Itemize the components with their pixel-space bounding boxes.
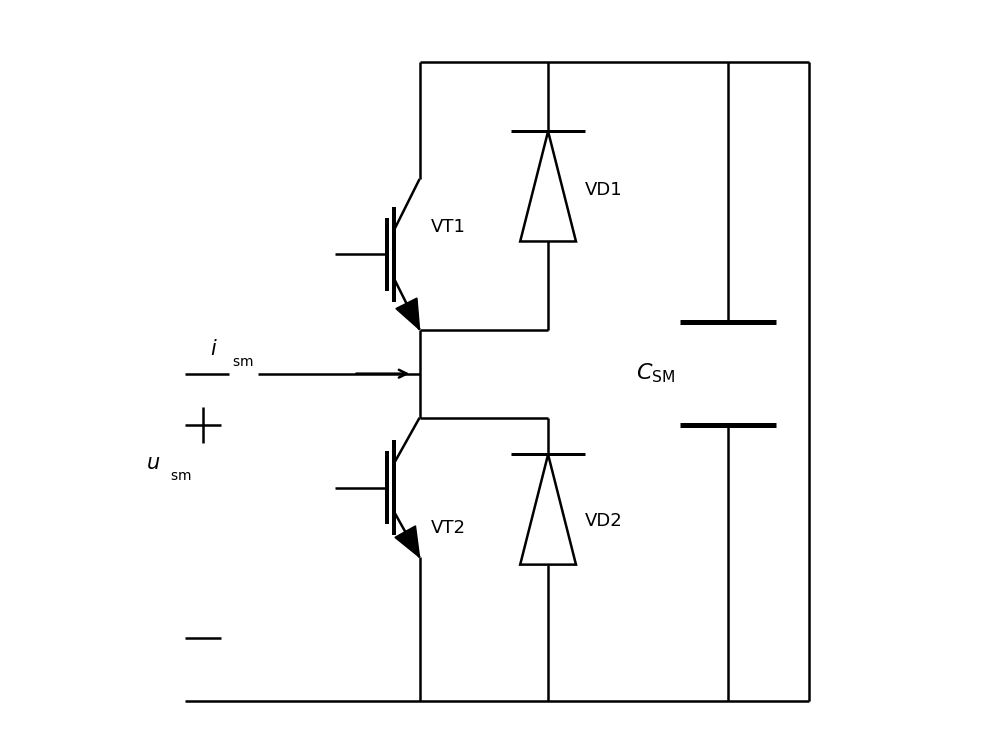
Text: VD2: VD2 <box>585 511 622 530</box>
Text: $\it{u}$: $\it{u}$ <box>146 453 161 473</box>
Text: $\it{i}$: $\it{i}$ <box>210 340 218 360</box>
Text: VT1: VT1 <box>431 218 465 236</box>
Polygon shape <box>396 298 420 329</box>
Text: $\it{C}_{\rm{SM}}$: $\it{C}_{\rm{SM}}$ <box>636 362 675 386</box>
Text: VT2: VT2 <box>431 519 465 537</box>
Polygon shape <box>395 526 420 557</box>
Text: $\rm{sm}$: $\rm{sm}$ <box>170 469 191 483</box>
Text: $\rm{sm}$: $\rm{sm}$ <box>233 355 253 369</box>
Text: VD1: VD1 <box>585 181 622 199</box>
